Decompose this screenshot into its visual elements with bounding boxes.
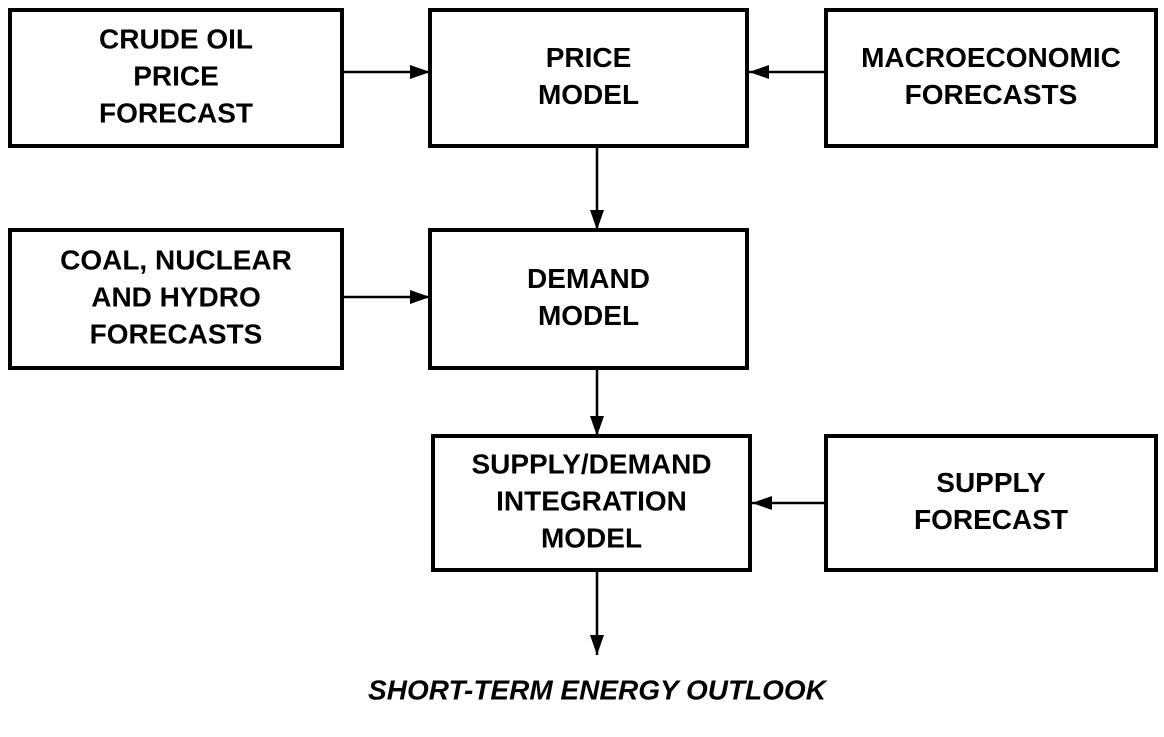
node-box (824, 434, 1158, 572)
node-label: FORECASTS (90, 318, 263, 349)
node-box (8, 8, 344, 148)
node-label: DEMAND (527, 263, 650, 294)
node-box (824, 8, 1158, 148)
node-label: MODEL (538, 300, 639, 331)
node-label: SUPPLY/DEMAND (471, 448, 711, 479)
node-label: FORECASTS (905, 79, 1078, 110)
node-box (8, 228, 344, 370)
node-box (428, 8, 749, 148)
node-label: SUPPLY (936, 467, 1046, 498)
node-label: MACROECONOMIC (861, 42, 1121, 73)
node-label: FORECAST (99, 97, 253, 128)
output-label: SHORT-TERM ENERGY OUTLOOK (368, 674, 828, 705)
node-label: CRUDE OIL (99, 23, 253, 54)
node-label: MODEL (541, 522, 642, 553)
node-box (431, 434, 752, 572)
node-box (428, 228, 749, 370)
node-label: PRICE (133, 60, 219, 91)
node-label: MODEL (538, 79, 639, 110)
node-label: PRICE (546, 42, 632, 73)
node-label: COAL, NUCLEAR (60, 244, 292, 275)
node-label: FORECAST (914, 504, 1068, 535)
node-label: INTEGRATION (496, 485, 687, 516)
node-label: AND HYDRO (91, 281, 261, 312)
